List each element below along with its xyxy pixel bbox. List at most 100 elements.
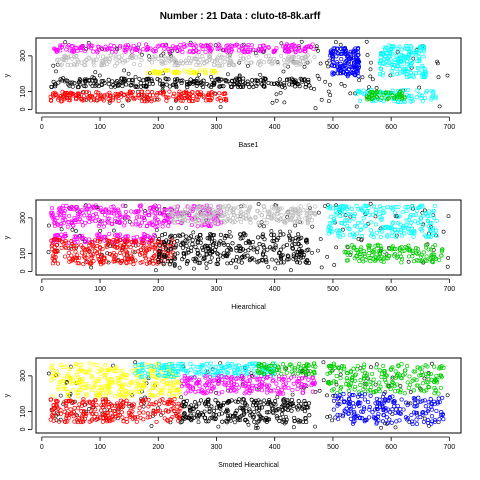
data-point [109, 204, 114, 210]
data-point [135, 369, 140, 374]
data-point [242, 232, 247, 237]
data-point [230, 216, 236, 221]
data-point [70, 258, 76, 263]
data-point [293, 84, 298, 89]
data-point [341, 400, 346, 405]
data-point [89, 265, 94, 270]
data-point [393, 389, 398, 394]
data-point [216, 205, 221, 210]
data-point [279, 407, 284, 412]
data-point [299, 235, 304, 240]
data-point [407, 420, 412, 425]
data-point [423, 90, 428, 95]
data-point [406, 52, 411, 57]
data-point [210, 379, 215, 384]
data-point [157, 204, 162, 209]
data-point [264, 221, 269, 226]
data-point [380, 225, 385, 230]
data-point [141, 404, 146, 409]
data-point [372, 259, 378, 264]
data-point [377, 250, 382, 255]
data-point [218, 58, 223, 64]
data-point [307, 59, 312, 64]
data-point [221, 251, 226, 256]
data-point [215, 55, 220, 60]
data-point [53, 92, 58, 97]
data-point [195, 240, 200, 245]
data-point [260, 82, 265, 87]
data-point [54, 373, 59, 378]
data-point [192, 266, 196, 271]
data-point [280, 412, 285, 417]
data-point [282, 44, 287, 50]
data-point [81, 399, 86, 404]
data-point [352, 387, 357, 392]
data-point [315, 248, 320, 253]
data-point [373, 210, 378, 215]
data-point [249, 397, 254, 402]
data-point [368, 365, 373, 370]
data-point [369, 220, 374, 225]
data-point [258, 399, 263, 405]
data-point [121, 203, 126, 208]
data-point [179, 378, 184, 383]
data-point [175, 239, 180, 244]
x-tick-label: 700 [444, 286, 456, 293]
data-point [229, 398, 234, 403]
data-point [349, 377, 354, 382]
data-point [441, 229, 446, 234]
data-point [434, 228, 439, 233]
data-point [207, 215, 212, 220]
data-point [155, 224, 160, 229]
data-point [325, 415, 330, 419]
data-point [171, 82, 176, 87]
data-point [137, 383, 142, 388]
data-point [193, 381, 198, 386]
data-point [147, 71, 152, 76]
data-point [389, 44, 394, 49]
data-point [411, 388, 416, 393]
data-point [66, 250, 71, 255]
data-point [403, 204, 408, 210]
data-point [286, 211, 291, 216]
data-point [109, 377, 114, 382]
data-point [365, 209, 370, 214]
data-point [224, 369, 229, 374]
data-point [338, 372, 343, 377]
data-point [302, 409, 307, 414]
data-point [274, 217, 279, 222]
data-point [144, 261, 149, 266]
data-point [59, 99, 64, 104]
data-point [96, 54, 101, 59]
data-point [91, 252, 96, 257]
cluster-yellow-0 [48, 361, 183, 399]
data-point [427, 209, 432, 214]
data-point [362, 364, 367, 369]
data-point [179, 80, 184, 86]
data-point [72, 216, 77, 221]
data-point [169, 217, 174, 222]
data-point [354, 104, 359, 109]
data-point [103, 213, 108, 218]
data-point [409, 206, 414, 211]
data-point [433, 243, 438, 248]
data-point [329, 63, 334, 68]
data-point [213, 417, 218, 422]
data-point [88, 409, 93, 414]
data-point [386, 90, 391, 95]
data-point [204, 252, 209, 257]
data-point [196, 389, 201, 394]
data-point [147, 402, 152, 407]
data-point [360, 220, 365, 225]
data-point [413, 219, 418, 224]
data-point [416, 395, 421, 400]
data-point [334, 373, 339, 379]
data-point [331, 393, 336, 398]
data-point [342, 366, 347, 371]
data-point [429, 253, 434, 258]
data-point [197, 401, 202, 406]
data-point [276, 374, 282, 379]
data-point [141, 47, 146, 52]
data-point [136, 242, 141, 247]
